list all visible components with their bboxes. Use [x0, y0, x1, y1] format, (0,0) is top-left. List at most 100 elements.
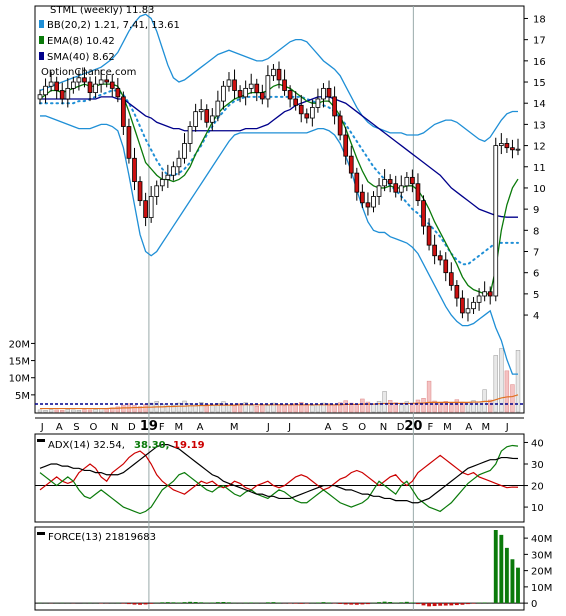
- x-axis-label: A: [197, 422, 204, 433]
- volume-bar: [360, 398, 365, 413]
- volume-bar: [488, 399, 493, 413]
- candle-body: [126, 126, 132, 159]
- adx-legend-swatch: [37, 439, 45, 442]
- volume-bar: [60, 410, 65, 413]
- x-axis-label: D: [397, 422, 405, 433]
- price-tick-label: 18: [533, 14, 546, 25]
- sma40-line: [40, 96, 518, 218]
- volume-bar: [193, 404, 198, 413]
- candle-body: [410, 176, 415, 185]
- candle-body: [360, 191, 365, 204]
- price-tick-label: 12: [533, 142, 546, 153]
- volume-axis-ticks: 5M 10M 15M 20M: [9, 339, 35, 402]
- volume-bar: [76, 410, 82, 413]
- volume-bar: [349, 402, 354, 413]
- volume-bar: [471, 400, 476, 413]
- force-legend-swatch: [37, 532, 45, 535]
- volume-bar: [493, 355, 498, 413]
- volume-bar: [515, 350, 521, 413]
- candle-body: [404, 176, 410, 187]
- volume-bar: [332, 404, 337, 413]
- plus-di-value: 38.30,: [134, 440, 169, 451]
- legend-bb-label: BB(20,2) 1.21, 7.41, 13.61: [47, 20, 180, 31]
- legend-swatch-ema: [39, 36, 44, 44]
- volume-bar: [382, 391, 387, 413]
- candle-body: [193, 111, 198, 127]
- volume-bar: [121, 404, 126, 413]
- volume-bar: [43, 410, 48, 413]
- x-axis-label: J: [505, 422, 509, 433]
- candle-body: [259, 92, 265, 100]
- candle-body: [326, 87, 332, 98]
- volume-bars: [35, 348, 524, 413]
- adx-panel-frame: [34, 433, 525, 523]
- x-axis-label: A: [465, 422, 472, 433]
- candle-body: [487, 291, 493, 297]
- candle-body: [476, 295, 482, 303]
- candle-body: [304, 113, 310, 119]
- x-axis-label: 20: [404, 419, 422, 434]
- candle-body: [421, 200, 426, 227]
- volume-bar: [315, 404, 321, 413]
- candle-body: [176, 157, 182, 168]
- volume-bar: [71, 409, 76, 413]
- volume-bar: [365, 401, 371, 413]
- price-tick-label: 7: [533, 248, 539, 259]
- force-panel-frame: [34, 526, 525, 611]
- force-tick-label: 30M: [531, 550, 552, 561]
- candle-body: [493, 145, 499, 297]
- volume-bar: [354, 404, 360, 413]
- volume-bar: [404, 401, 410, 413]
- price-tick-label: 14: [533, 99, 546, 110]
- candle-body: [510, 147, 515, 151]
- force-legend: FORCE(13) 21819683: [37, 532, 156, 543]
- force-axis-ticks: 0 10M 20M 30M 40M: [524, 534, 552, 610]
- candle-body: [154, 185, 160, 197]
- price-tick-label: 6: [533, 269, 539, 280]
- x-axis-label: A: [56, 422, 63, 433]
- ticker-label: STML (weekly) 11.83: [50, 5, 154, 16]
- candle-body: [82, 77, 87, 83]
- adx-legend: ADX(14) 32.54, 38.30, 19.19: [37, 439, 205, 451]
- x-axis-labels: J A S O N D 19 F M A M J J A S O N D 20 F M A M J: [40, 419, 509, 434]
- volume-bar: [187, 403, 193, 413]
- candle-body: [287, 90, 293, 100]
- x-axis-label: S: [342, 422, 348, 433]
- volume-bar: [387, 400, 393, 413]
- volume-bar: [343, 400, 348, 413]
- candle-body: [365, 202, 371, 208]
- volume-bar: [249, 404, 254, 413]
- candle-body: [298, 104, 304, 115]
- plus-di-line: [39, 444, 519, 515]
- volume-bar: [321, 402, 326, 413]
- x-axis-label: 19: [140, 419, 158, 434]
- volume-bar: [210, 405, 215, 413]
- volume-bar: [198, 402, 204, 413]
- candle-body: [498, 143, 504, 146]
- volume-bar: [254, 405, 259, 413]
- volume-bar: [37, 409, 43, 413]
- candle-body: [271, 68, 276, 77]
- volume-bar: [104, 408, 109, 413]
- volume-bar: [165, 405, 171, 413]
- candle-body: [54, 81, 60, 91]
- force-tick-label: 10M: [531, 583, 552, 594]
- candle-body: [393, 183, 399, 193]
- volume-bar: [454, 399, 460, 413]
- volume-bar: [265, 405, 271, 413]
- candle-body: [398, 185, 404, 193]
- candle-body: [460, 297, 465, 314]
- watermark-label: OptionChance.com: [41, 67, 136, 78]
- adx-axis-ticks: 10 20 30 40: [524, 438, 544, 514]
- volume-bar: [132, 405, 137, 413]
- volume-bar: [510, 384, 515, 413]
- price-tick-label: 11: [533, 163, 546, 174]
- candle-body: [104, 79, 110, 83]
- candle-body: [76, 77, 82, 83]
- bollinger-upper-line: [39, 13, 518, 143]
- volume-bar: [282, 405, 287, 413]
- adx-series: [35, 444, 524, 515]
- x-axis-label: O: [358, 422, 366, 433]
- candle-body: [37, 94, 43, 100]
- candle-body: [348, 155, 354, 174]
